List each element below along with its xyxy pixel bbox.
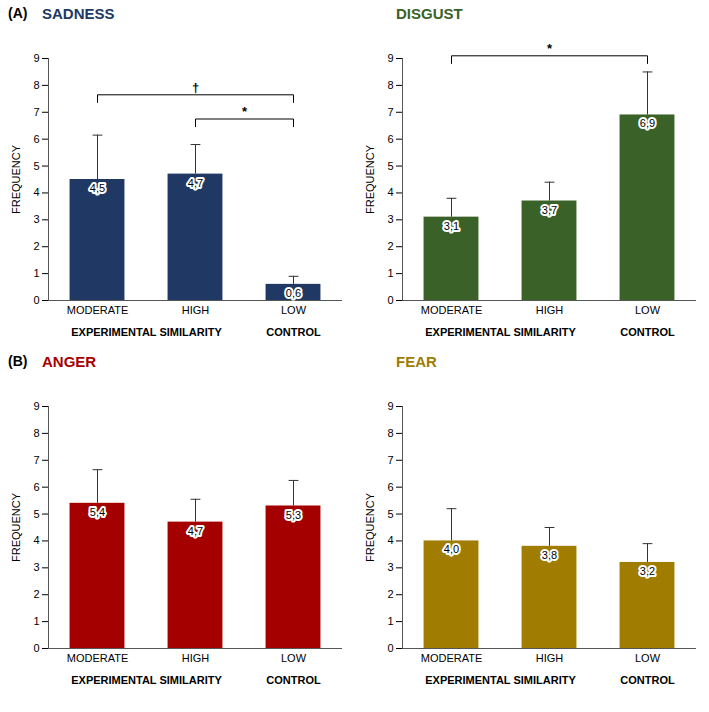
svg-text:HIGH: HIGH <box>182 304 210 316</box>
svg-text:4: 4 <box>387 534 393 546</box>
svg-text:4,0: 4,0 <box>444 543 459 555</box>
svg-text:CONTROL: CONTROL <box>266 326 321 338</box>
svg-text:9: 9 <box>33 400 39 412</box>
svg-text:3: 3 <box>387 213 393 225</box>
svg-text:LOW: LOW <box>281 652 307 664</box>
svg-text:FREQUENCY: FREQUENCY <box>10 492 22 562</box>
svg-text:8: 8 <box>387 79 393 91</box>
svg-text:3,7: 3,7 <box>542 204 557 216</box>
svg-text:5: 5 <box>387 160 393 172</box>
svg-text:0: 0 <box>33 642 39 654</box>
html-text:SADNESS: SADNESS <box>42 4 115 22</box>
svg-text:3,8: 3,8 <box>542 549 557 561</box>
svg-text:2: 2 <box>33 240 39 252</box>
svg-text:7: 7 <box>33 454 39 466</box>
svg-text:1: 1 <box>33 267 39 279</box>
html-text:FEAR: FEAR <box>396 352 437 370</box>
svg-text:7: 7 <box>33 106 39 118</box>
svg-text:CONTROL: CONTROL <box>620 674 675 686</box>
svg-text:MODERATE: MODERATE <box>421 652 483 664</box>
svg-text:4,7: 4,7 <box>188 177 203 189</box>
svg-text:0: 0 <box>387 642 393 654</box>
svg-text:FREQUENCY: FREQUENCY <box>364 492 376 562</box>
svg-text:2: 2 <box>387 588 393 600</box>
svg-text:3: 3 <box>387 561 393 573</box>
svg-text:5: 5 <box>387 508 393 520</box>
svg-text:HIGH: HIGH <box>536 304 564 316</box>
svg-text:1: 1 <box>33 615 39 627</box>
svg-text:3,2: 3,2 <box>640 565 655 577</box>
svg-text:0: 0 <box>33 294 39 306</box>
svg-text:0,6: 0,6 <box>286 287 301 299</box>
svg-text:5,3: 5,3 <box>286 509 301 521</box>
svg-text:7: 7 <box>387 454 393 466</box>
svg-text:2: 2 <box>33 588 39 600</box>
html-text:DISGUST: DISGUST <box>396 4 463 22</box>
svg-text:3: 3 <box>33 561 39 573</box>
svg-text:6: 6 <box>387 481 393 493</box>
html-text:(B): (B) <box>8 353 28 369</box>
svg-text:EXPERIMENTAL SIMILARITY: EXPERIMENTAL SIMILARITY <box>425 326 576 338</box>
svg-text:2: 2 <box>387 240 393 252</box>
svg-text:LOW: LOW <box>635 304 661 316</box>
svg-text:9: 9 <box>387 400 393 412</box>
svg-text:FREQUENCY: FREQUENCY <box>364 144 376 214</box>
svg-text:5,4: 5,4 <box>90 506 105 518</box>
svg-text:MODERATE: MODERATE <box>421 304 483 316</box>
svg-text:1: 1 <box>387 615 393 627</box>
svg-text:*: * <box>242 104 248 119</box>
svg-text:8: 8 <box>387 427 393 439</box>
svg-text:4: 4 <box>33 534 39 546</box>
svg-text:1: 1 <box>387 267 393 279</box>
svg-text:EXPERIMENTAL SIMILARITY: EXPERIMENTAL SIMILARITY <box>71 674 222 686</box>
svg-text:9: 9 <box>387 52 393 64</box>
svg-text:LOW: LOW <box>281 304 307 316</box>
svg-text:EXPERIMENTAL SIMILARITY: EXPERIMENTAL SIMILARITY <box>71 326 222 338</box>
html-text:(A): (A) <box>8 5 28 21</box>
svg-text:MODERATE: MODERATE <box>67 304 129 316</box>
svg-text:6,9: 6,9 <box>640 117 655 129</box>
svg-text:4: 4 <box>387 186 393 198</box>
svg-text:6: 6 <box>387 133 393 145</box>
svg-text:6: 6 <box>33 133 39 145</box>
svg-text:LOW: LOW <box>635 652 661 664</box>
svg-text:8: 8 <box>33 427 39 439</box>
svg-text:5: 5 <box>33 508 39 520</box>
svg-text:9: 9 <box>33 52 39 64</box>
svg-text:7: 7 <box>387 106 393 118</box>
svg-text:EXPERIMENTAL SIMILARITY: EXPERIMENTAL SIMILARITY <box>425 674 576 686</box>
svg-text:6: 6 <box>33 481 39 493</box>
svg-text:0: 0 <box>387 294 393 306</box>
svg-text:HIGH: HIGH <box>536 652 564 664</box>
svg-text:3: 3 <box>33 213 39 225</box>
svg-text:3,1: 3,1 <box>444 220 459 232</box>
svg-text:†: † <box>192 80 199 95</box>
svg-text:CONTROL: CONTROL <box>266 674 321 686</box>
svg-text:*: * <box>547 41 553 56</box>
svg-text:MODERATE: MODERATE <box>67 652 129 664</box>
svg-text:5: 5 <box>33 160 39 172</box>
html-text:ANGER: ANGER <box>42 352 97 370</box>
svg-text:4: 4 <box>33 186 39 198</box>
svg-text:8: 8 <box>33 79 39 91</box>
svg-text:4,7: 4,7 <box>188 525 203 537</box>
svg-text:FREQUENCY: FREQUENCY <box>10 144 22 214</box>
svg-text:HIGH: HIGH <box>182 652 210 664</box>
svg-text:CONTROL: CONTROL <box>620 326 675 338</box>
svg-text:4,5: 4,5 <box>90 182 105 194</box>
